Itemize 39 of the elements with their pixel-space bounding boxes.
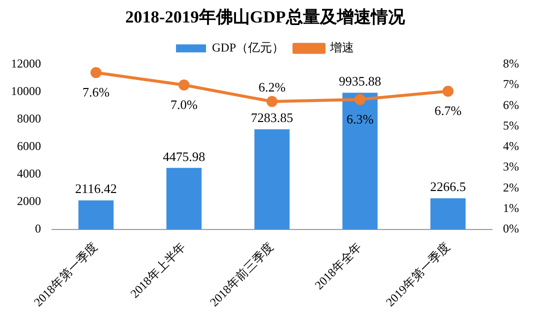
data-label: 4475.98 [162,148,206,164]
legend-label: 增速 [329,40,354,55]
data-label: 2266.5 [430,179,466,194]
data-label: 6.7% [434,103,462,118]
data-label: 6.3% [346,111,374,126]
y2-tick-label: 4% [503,139,520,154]
legend-label: GDP（亿元） [212,40,284,55]
point [178,80,190,91]
data-label: 7.6% [82,84,110,100]
point [354,94,366,105]
bar [342,92,378,230]
y-tick-label: 10000 [11,84,41,98]
y-tick-label: 8000 [17,112,41,126]
data-label: 7.0% [170,96,198,112]
y-tick-label: 6000 [17,139,41,154]
bar [78,200,114,230]
y-tick-label: 0 [35,222,41,236]
y2-tick-label: 1% [503,200,520,215]
point [266,96,278,108]
chart-title: 2018-2019年佛山GDP总量及增速情况 [125,8,406,27]
y2-tick-label: 8% [503,56,520,71]
bar [254,129,290,230]
y2-tick-label: 0% [503,222,520,236]
point [442,86,454,97]
y2-tick-label: 7% [503,77,520,92]
y2-tick-label: 2% [503,180,520,194]
y-tick-label: 2000 [17,194,41,208]
y2-tick-label: 3% [503,160,520,174]
data-label: 6.2% [258,79,286,94]
y-tick-label: 12000 [11,56,41,71]
data-label: 7283.85 [250,110,294,126]
y2-tick-label: 5% [503,118,520,132]
y-tick-label: 4000 [17,166,41,181]
bar [166,168,202,230]
data-label: 2116.42 [75,181,117,196]
y2-tick-label: 6% [503,98,520,112]
point [90,67,102,78]
data-label: 9935.88 [338,74,382,89]
bar [430,198,466,230]
